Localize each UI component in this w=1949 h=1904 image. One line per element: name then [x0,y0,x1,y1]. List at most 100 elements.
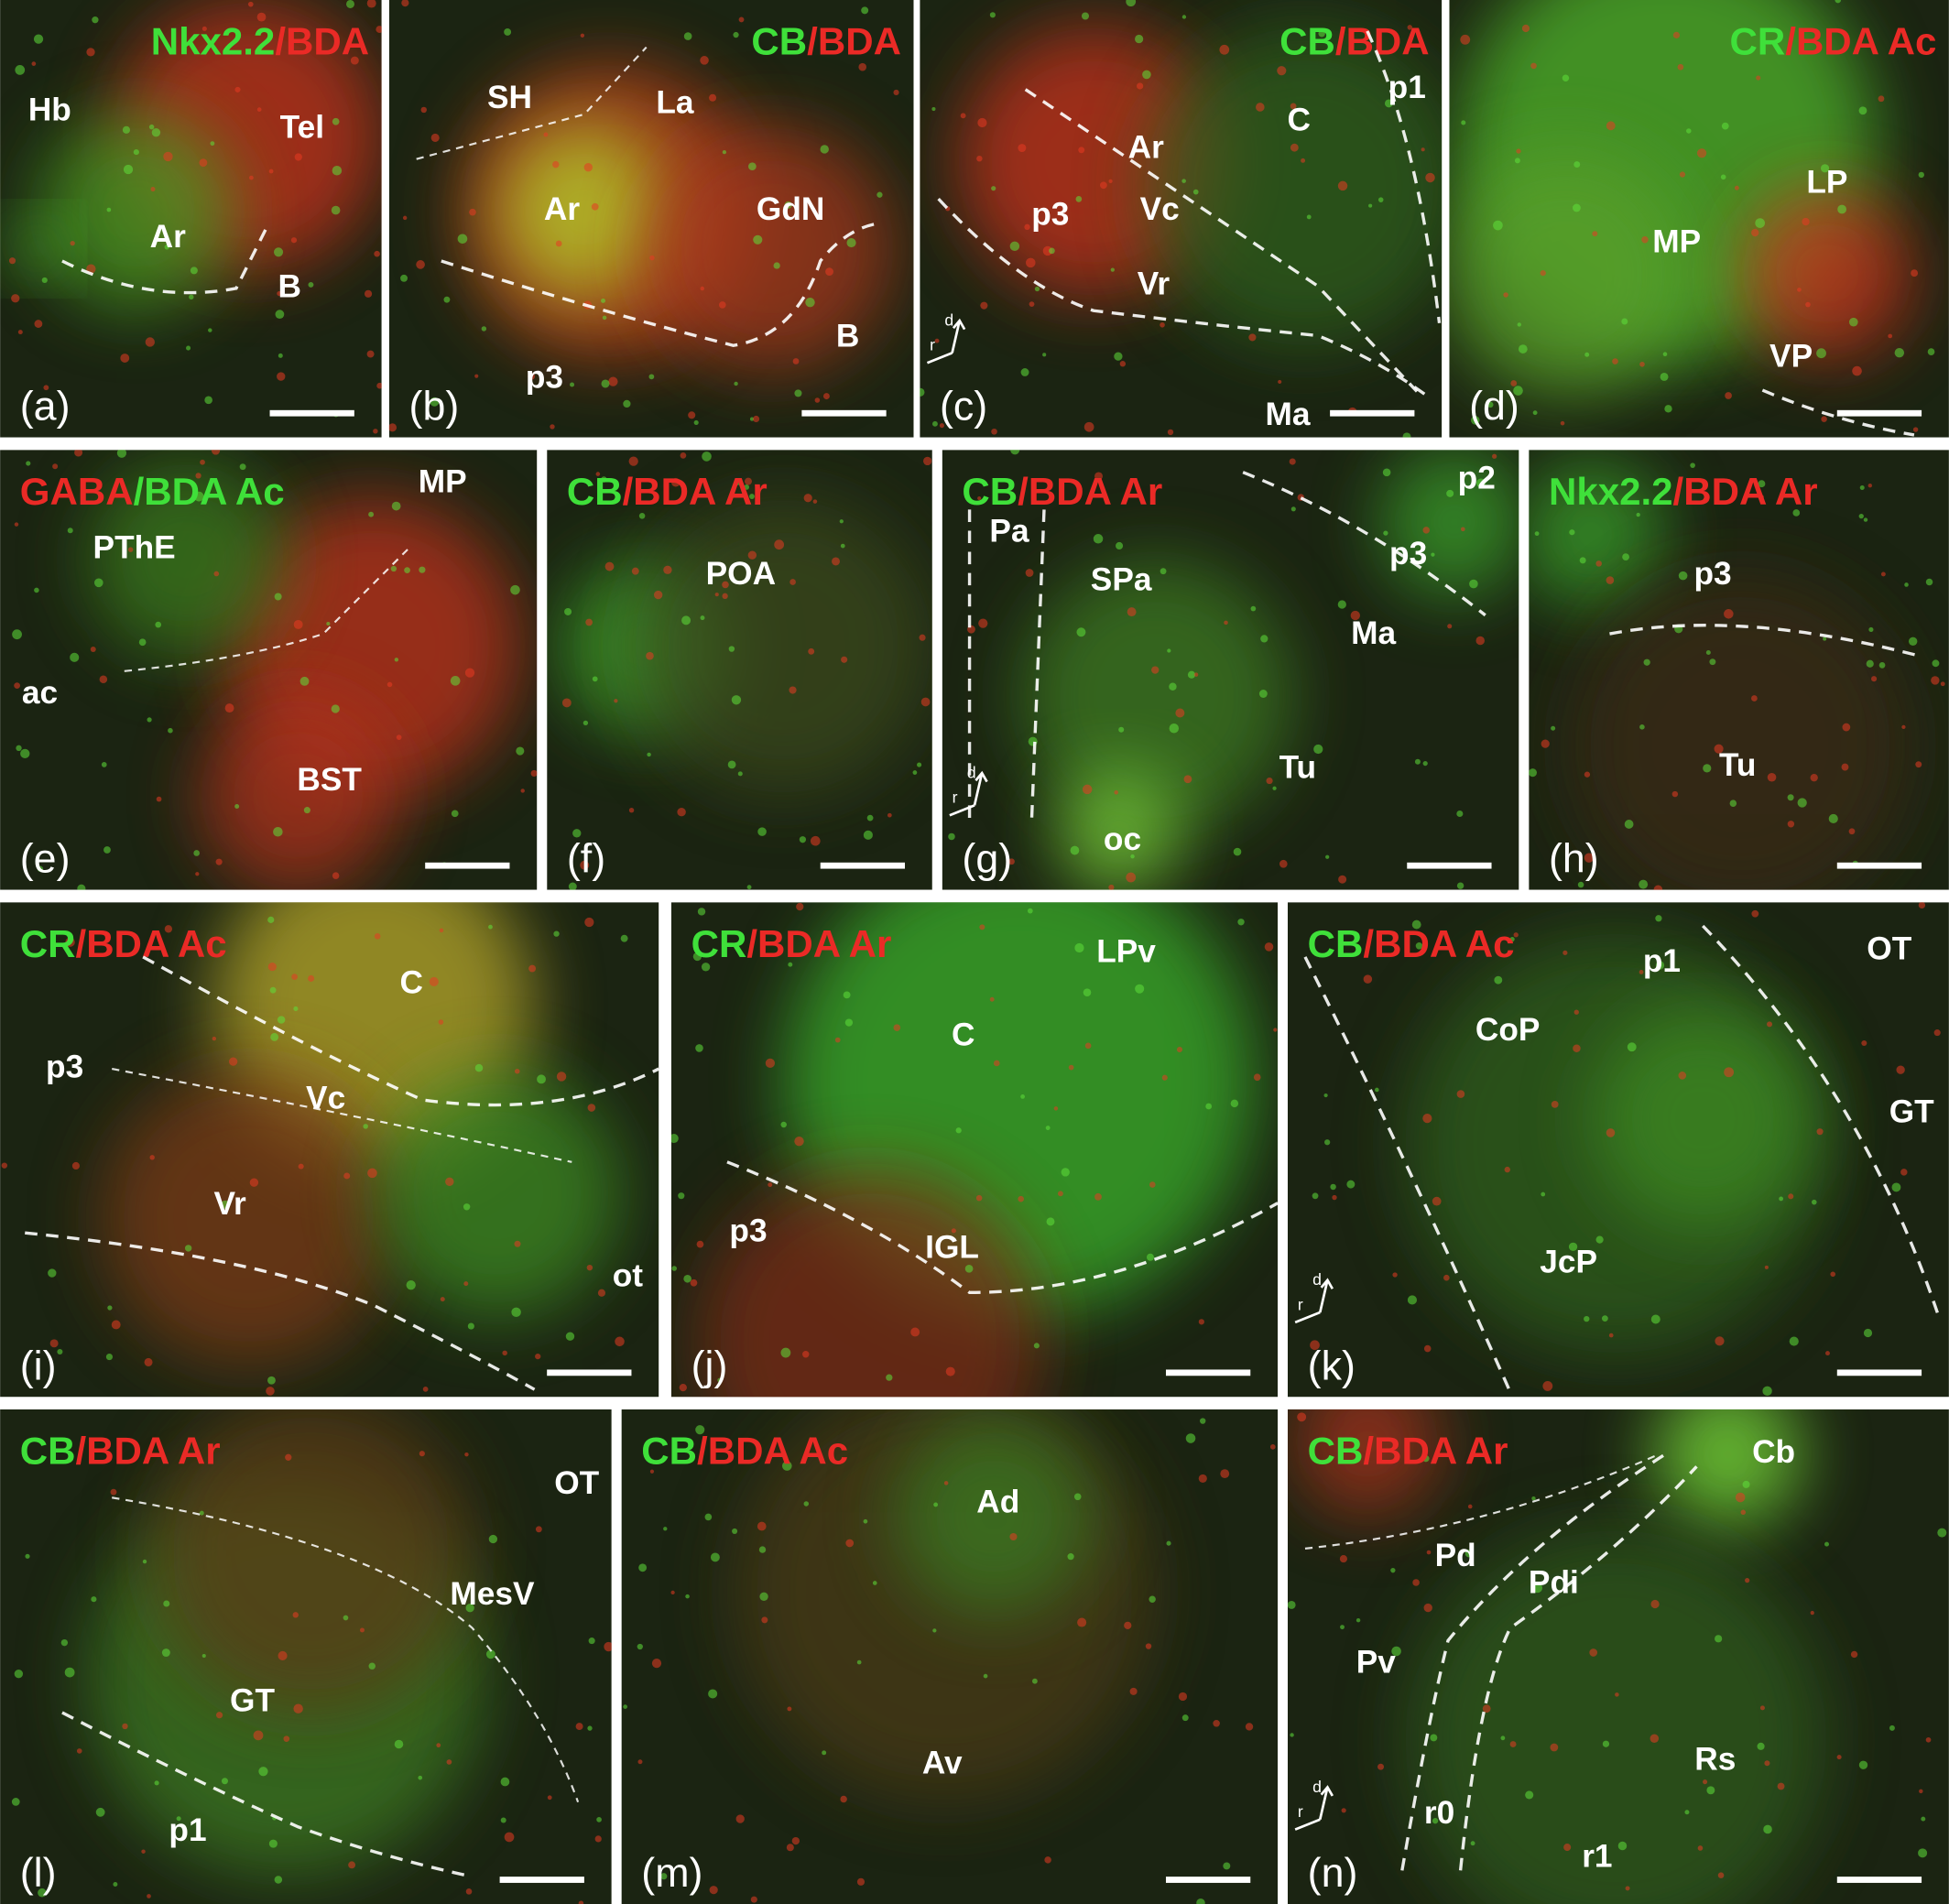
region-label: p3 [1389,536,1427,571]
stain-title: CB/BDA [1279,20,1430,63]
region-label: PThE [93,529,176,565]
region-label: B [278,268,301,304]
micrograph [621,1409,1279,1904]
stain-title: GABA/BDA Ac [20,470,285,513]
stain-title: Nkx2.2/BDA Ar [1549,470,1818,513]
stain-green: /BDA Ac [134,470,285,513]
region-label: Tel [280,110,324,146]
micrograph [0,1409,612,1904]
stain-red: /BDA Ac [1363,922,1514,965]
region-label: p3 [1031,197,1069,233]
panel-m: CB/BDA Ac Ad Av (m) [621,1409,1279,1904]
compass-dorsal: d [1312,1778,1322,1796]
panel-letter: (a) [20,384,71,430]
region-label: IGL [925,1229,979,1265]
micrograph [1287,1409,1949,1904]
region-label: Ma [1351,615,1396,651]
panel-letter: (h) [1549,836,1599,882]
region-label: Ar [544,191,580,227]
region-label: MP [419,463,467,499]
region-label: Pv [1356,1645,1397,1681]
stain-red: /BDA [275,20,369,63]
micrograph [1449,0,1949,438]
region-label: CoP [1475,1012,1541,1048]
scale-bar [499,1877,584,1883]
region-label: POA [706,556,776,592]
stain-red: /BDA Ac [76,922,227,965]
region-label: SH [487,80,532,115]
scale-bar [1165,1877,1251,1883]
compass-rostral: r [953,789,958,807]
compass-rostral: r [930,336,935,354]
panel-i: CR/BDA Ac Cp3 Vc Vr ot (i) [0,902,659,1398]
panel-letter: (c) [940,384,987,430]
panel-f: CB/BDA Ar POA (f) [547,450,932,890]
panel-letter: (m) [641,1850,702,1896]
region-label: VP [1769,338,1813,374]
panel-a: Nkx2.2/BDA Hb Tel Ar B (a) [0,0,382,438]
region-label: p1 [169,1812,206,1848]
region-label: r1 [1582,1838,1612,1874]
region-label: La [656,84,694,120]
panel-letter: (k) [1308,1343,1356,1388]
scale-bar [1836,409,1922,417]
stain-red: /BDA Ar [76,1430,221,1473]
compass-dorsal: d [1312,1270,1322,1289]
stain-red: /BDA Ar [1673,470,1818,513]
region-label: Pa [989,514,1029,549]
panel-letter: (i) [20,1343,57,1388]
region-label: Ar [1128,129,1164,165]
panel-letter: (d) [1469,384,1519,430]
orientation-compass [926,318,966,364]
region-label: OT [1867,931,1911,967]
region-label: Ma [1265,397,1310,432]
panel-letter: (j) [691,1343,728,1388]
scale-bar [820,862,906,869]
micrograph [0,0,382,438]
stain-green: CB [641,1430,697,1473]
region-label: ot [613,1258,644,1294]
region-label: C [1287,102,1310,137]
region-label: Vr [1138,267,1170,302]
stain-red: /BDA Ar [623,470,768,513]
micrograph [547,450,932,890]
stain-title: Nkx2.2/BDA [151,20,369,63]
region-label: MesV [450,1576,535,1612]
panel-letter: (b) [409,384,460,430]
region-label: OT [554,1465,599,1501]
region-label: Ad [976,1485,1019,1520]
region-label: GdN [757,191,824,227]
stain-green: CB [962,470,1018,513]
panel-d: CR/BDA Ac LP MP VP (d) [1449,0,1949,438]
region-label: GT [1889,1093,1934,1129]
stain-green: Nkx2.2 [1549,470,1673,513]
stain-red: /BDA Ac [1785,20,1936,63]
micrograph [670,902,1279,1398]
stain-green: CB [567,470,623,513]
panel-letter: (n) [1308,1850,1358,1896]
region-label: Vc [1140,191,1180,227]
region-label: Cb [1752,1434,1795,1470]
boundary-lines [25,30,1941,1878]
stain-green: CR [691,922,747,965]
region-label: LPv [1096,933,1156,969]
compass-rostral: r [1298,1802,1303,1821]
panel-e: GABA/BDA Ac MP PThE ac BST (e) [0,450,538,890]
region-label: p3 [526,359,563,395]
region-label: oc [1104,821,1141,857]
compass-rostral: r [1298,1295,1303,1313]
panel-g: CB/BDA Ar p2 Pa p3 SPa Ma Tu oc (g) dr [942,450,1519,890]
region-label: p1 [1643,943,1681,979]
region-label: Hb [28,92,71,128]
region-label: Tu [1719,747,1756,783]
scale-bar [1407,862,1492,869]
stain-red: /BDA Ac [697,1430,848,1473]
stain-green: CR [20,922,76,965]
panel-letter: (g) [962,836,1012,882]
scale-bar [1836,1877,1922,1883]
stain-title: CB/BDA Ac [1308,922,1515,965]
stain-red: GABA [20,470,134,513]
